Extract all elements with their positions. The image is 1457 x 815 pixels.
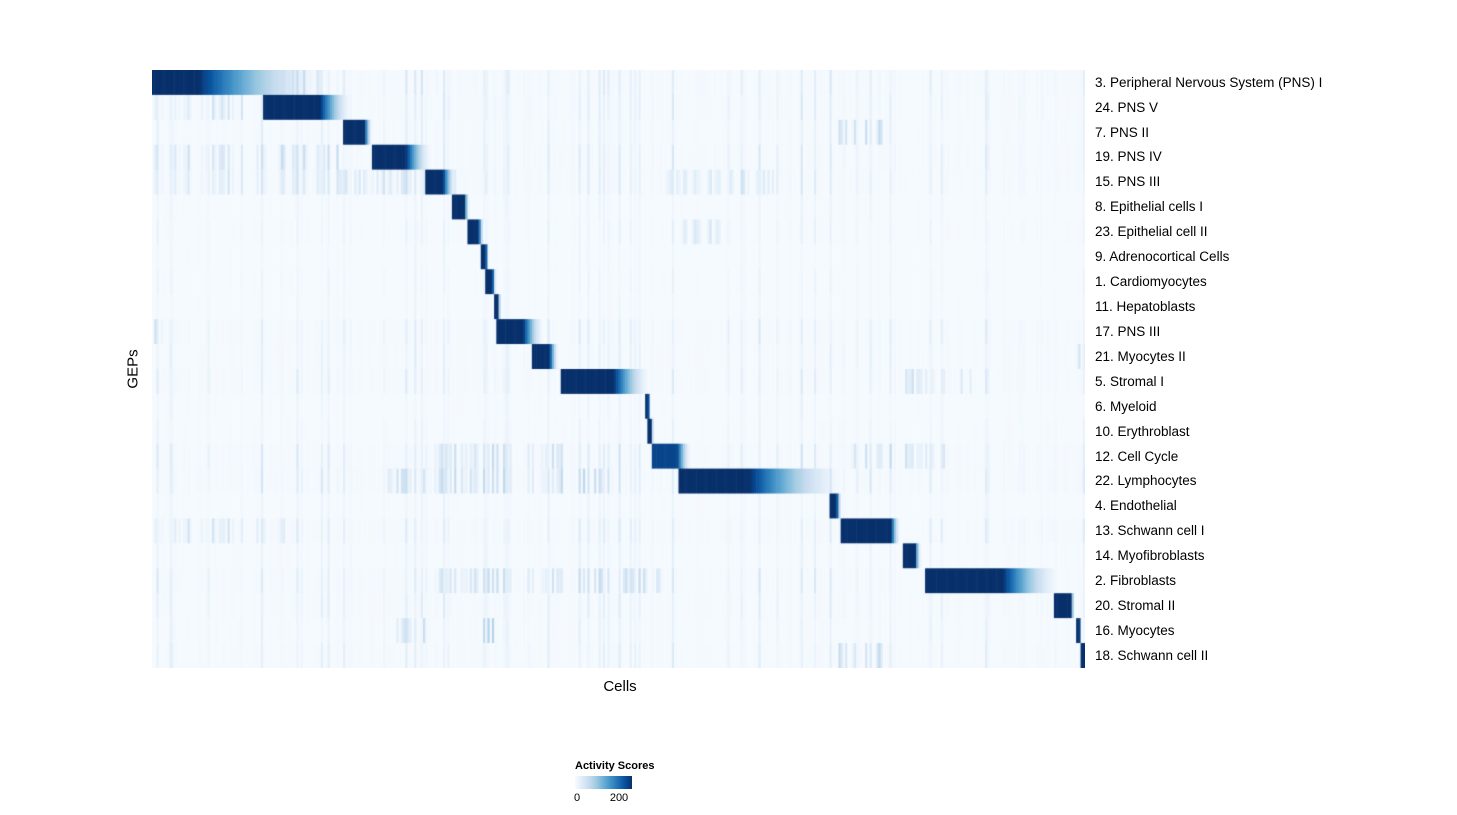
row-label-15: 10. Erythroblast (1095, 423, 1190, 439)
heatmap-canvas (152, 70, 1085, 668)
x-axis-label: Cells (603, 678, 637, 695)
y-axis-label: GEPs (124, 349, 142, 389)
row-label-7: 23. Epithelial cell II (1095, 224, 1208, 240)
row-label-5: 15. PNS III (1095, 174, 1161, 190)
row-label-24: 18. Schwann cell II (1095, 647, 1209, 663)
row-label-12: 21. Myocytes II (1095, 348, 1186, 364)
legend-tick-min: 0 (573, 792, 581, 804)
row-label-11: 17. PNS III (1095, 323, 1161, 339)
row-label-14: 6. Myeloid (1095, 398, 1157, 414)
row-label-20: 14. Myofibroblasts (1095, 548, 1205, 564)
row-label-21: 2. Fibroblasts (1095, 573, 1177, 589)
row-label-3: 7. PNS II (1095, 124, 1150, 140)
row-label-4: 19. PNS IV (1095, 149, 1162, 165)
row-label-1: 3. Peripheral Nervous System (PNS) I (1095, 74, 1323, 90)
row-label-13: 5. Stromal I (1095, 373, 1165, 389)
legend-gradient-bar (575, 776, 632, 789)
row-label-22: 20. Stromal II (1095, 598, 1176, 614)
legend-ticks: 0 200 (573, 792, 655, 806)
legend-tick-max: 200 (609, 792, 629, 804)
row-label-9: 1. Cardiomyocytes (1095, 274, 1207, 290)
row-labels: 3. Peripheral Nervous System (PNS) I 24. … (1095, 70, 1322, 668)
row-label-16: 12. Cell Cycle (1095, 448, 1179, 464)
row-label-18: 4. Endothelial (1095, 498, 1177, 514)
row-label-2: 24. PNS V (1095, 99, 1159, 115)
legend-title: Activity Scores (575, 760, 655, 772)
row-label-23: 16. Myocytes (1095, 622, 1175, 638)
row-label-8: 9. Adrenocortical Cells (1095, 249, 1230, 265)
row-label-19: 13. Schwann cell I (1095, 523, 1205, 539)
row-label-17: 22. Lymphocytes (1095, 473, 1197, 489)
row-label-6: 8. Epithelial cells I (1095, 199, 1204, 215)
legend: Activity Scores 0 200 (573, 760, 655, 806)
row-label-10: 11. Hepatoblasts (1095, 299, 1196, 314)
